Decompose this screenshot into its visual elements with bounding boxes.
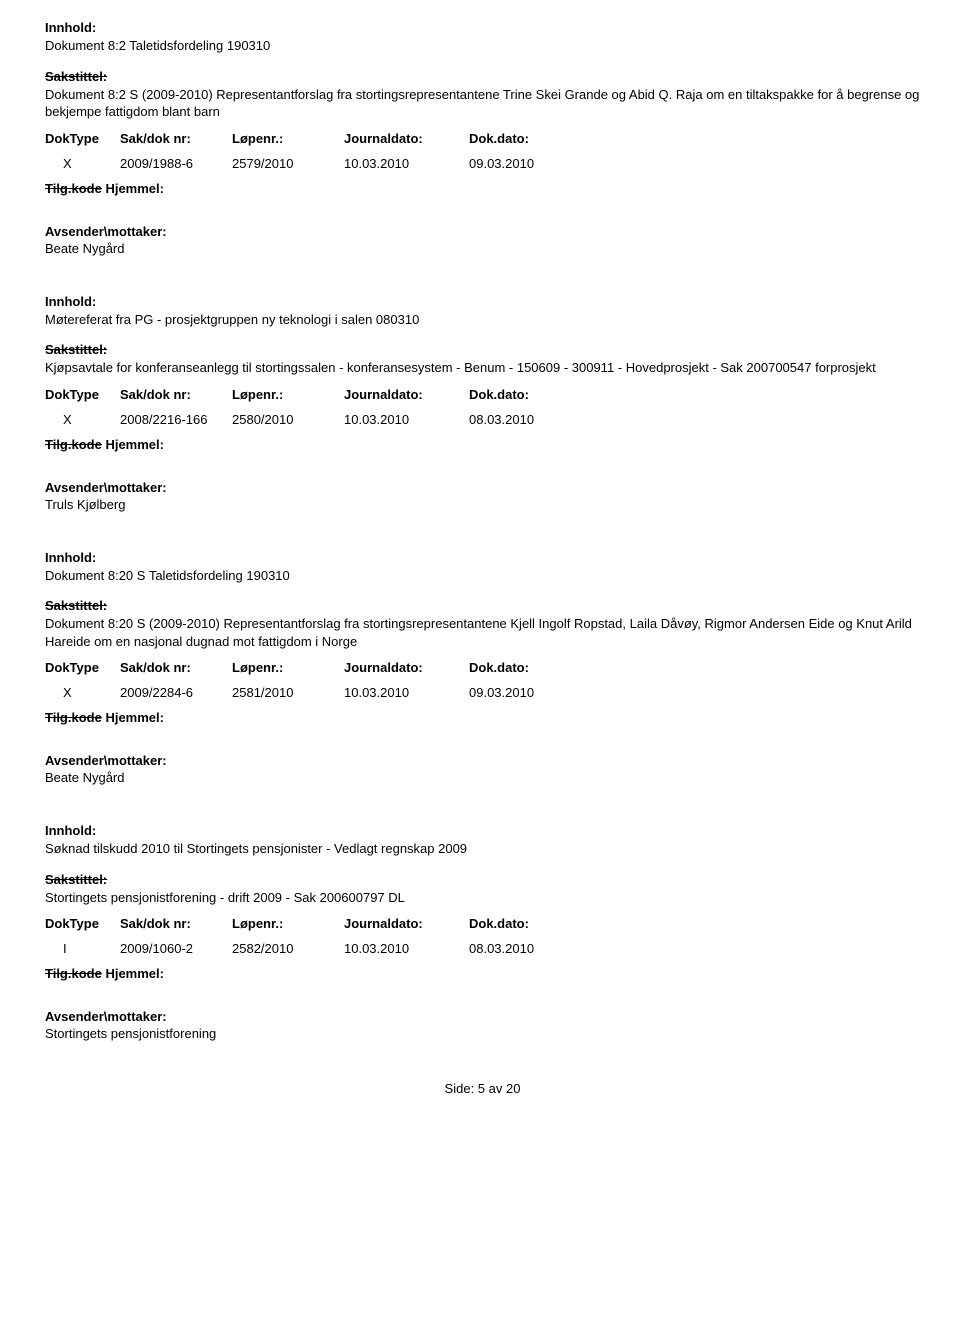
journal-entry: Innhold: Dokument 8:20 S Taletidsfordeli…: [45, 550, 920, 786]
lopenr-value: 2580/2010: [232, 412, 344, 427]
tilgkode-row: Tilg.kode Hjemmel:: [45, 437, 920, 452]
doktype-value: X: [45, 156, 120, 171]
col-lopenr-header: Løpenr.:: [232, 131, 344, 146]
doktype-value: I: [45, 941, 120, 956]
journal-entry: Innhold: Dokument 8:2 Taletidsfordeling …: [45, 20, 920, 256]
table-data-row: I 2009/1060-2 2582/2010 10.03.2010 08.03…: [45, 941, 920, 956]
col-lopenr-header: Løpenr.:: [232, 387, 344, 402]
tilgkode-row: Tilg.kode Hjemmel:: [45, 966, 920, 981]
sakstittel-label: Sakstittel:: [45, 69, 920, 84]
col-journaldato-header: Journaldato:: [344, 916, 469, 931]
journal-entry: Innhold: Søknad tilskudd 2010 til Storti…: [45, 823, 920, 1041]
sakstittel-value: Kjøpsavtale for konferanseanlegg til sto…: [45, 359, 920, 377]
innhold-value: Dokument 8:20 S Taletidsfordeling 190310: [45, 567, 920, 585]
sakstittel-label: Sakstittel:: [45, 872, 920, 887]
lopenr-value: 2579/2010: [232, 156, 344, 171]
sakdok-value: 2009/2284-6: [120, 685, 232, 700]
sakstittel-label: Sakstittel:: [45, 598, 920, 613]
col-sakdok-header: Sak/dok nr:: [120, 131, 232, 146]
journaldato-value: 10.03.2010: [344, 941, 469, 956]
sakstittel-value: Dokument 8:20 S (2009-2010) Representant…: [45, 615, 920, 650]
innhold-label: Innhold:: [45, 294, 920, 309]
doktype-value: X: [45, 412, 120, 427]
sakdok-value: 2009/1988-6: [120, 156, 232, 171]
col-journaldato-header: Journaldato:: [344, 387, 469, 402]
col-journaldato-header: Journaldato:: [344, 660, 469, 675]
tilgkode-row: Tilg.kode Hjemmel:: [45, 710, 920, 725]
col-doktype-header: DokType: [45, 387, 120, 402]
col-journaldato-header: Journaldato:: [344, 131, 469, 146]
avsender-value: Beate Nygård: [45, 241, 920, 256]
table-header-row: DokType Sak/dok nr: Løpenr.: Journaldato…: [45, 387, 920, 402]
sakdok-value: 2008/2216-166: [120, 412, 232, 427]
innhold-value: Dokument 8:2 Taletidsfordeling 190310: [45, 37, 920, 55]
avsender-value: Stortingets pensjonistforening: [45, 1026, 920, 1041]
innhold-label: Innhold:: [45, 823, 920, 838]
journaldato-value: 10.03.2010: [344, 412, 469, 427]
col-doktype-header: DokType: [45, 916, 120, 931]
innhold-value: Søknad tilskudd 2010 til Stortingets pen…: [45, 840, 920, 858]
page-footer: Side: 5 av 20: [45, 1081, 920, 1096]
table-header-row: DokType Sak/dok nr: Løpenr.: Journaldato…: [45, 660, 920, 675]
tilgkode-row: Tilg.kode Hjemmel:: [45, 181, 920, 196]
dokdato-value: 09.03.2010: [469, 685, 589, 700]
col-doktype-header: DokType: [45, 660, 120, 675]
col-dokdato-header: Dok.dato:: [469, 660, 589, 675]
journaldato-value: 10.03.2010: [344, 685, 469, 700]
sakstittel-value: Stortingets pensjonistforening - drift 2…: [45, 889, 920, 907]
avsender-label: Avsender\mottaker:: [45, 753, 920, 768]
avsender-label: Avsender\mottaker:: [45, 480, 920, 495]
dokdato-value: 08.03.2010: [469, 412, 589, 427]
col-sakdok-header: Sak/dok nr:: [120, 660, 232, 675]
col-doktype-header: DokType: [45, 131, 120, 146]
table-data-row: X 2009/1988-6 2579/2010 10.03.2010 09.03…: [45, 156, 920, 171]
col-lopenr-header: Løpenr.:: [232, 916, 344, 931]
avsender-label: Avsender\mottaker:: [45, 1009, 920, 1024]
col-sakdok-header: Sak/dok nr:: [120, 387, 232, 402]
sakdok-value: 2009/1060-2: [120, 941, 232, 956]
col-dokdato-header: Dok.dato:: [469, 131, 589, 146]
dokdato-value: 09.03.2010: [469, 156, 589, 171]
avsender-value: Truls Kjølberg: [45, 497, 920, 512]
col-sakdok-header: Sak/dok nr:: [120, 916, 232, 931]
col-lopenr-header: Løpenr.:: [232, 660, 344, 675]
journal-entry: Innhold: Møtereferat fra PG - prosjektgr…: [45, 294, 920, 512]
lopenr-value: 2581/2010: [232, 685, 344, 700]
avsender-label: Avsender\mottaker:: [45, 224, 920, 239]
avsender-value: Beate Nygård: [45, 770, 920, 785]
col-dokdato-header: Dok.dato:: [469, 916, 589, 931]
table-header-row: DokType Sak/dok nr: Løpenr.: Journaldato…: [45, 131, 920, 146]
sakstittel-value: Dokument 8:2 S (2009-2010) Representantf…: [45, 86, 920, 121]
innhold-label: Innhold:: [45, 550, 920, 565]
doktype-value: X: [45, 685, 120, 700]
table-data-row: X 2009/2284-6 2581/2010 10.03.2010 09.03…: [45, 685, 920, 700]
innhold-label: Innhold:: [45, 20, 920, 35]
table-header-row: DokType Sak/dok nr: Løpenr.: Journaldato…: [45, 916, 920, 931]
journaldato-value: 10.03.2010: [344, 156, 469, 171]
dokdato-value: 08.03.2010: [469, 941, 589, 956]
sakstittel-label: Sakstittel:: [45, 342, 920, 357]
table-data-row: X 2008/2216-166 2580/2010 10.03.2010 08.…: [45, 412, 920, 427]
innhold-value: Møtereferat fra PG - prosjektgruppen ny …: [45, 311, 920, 329]
lopenr-value: 2582/2010: [232, 941, 344, 956]
col-dokdato-header: Dok.dato:: [469, 387, 589, 402]
